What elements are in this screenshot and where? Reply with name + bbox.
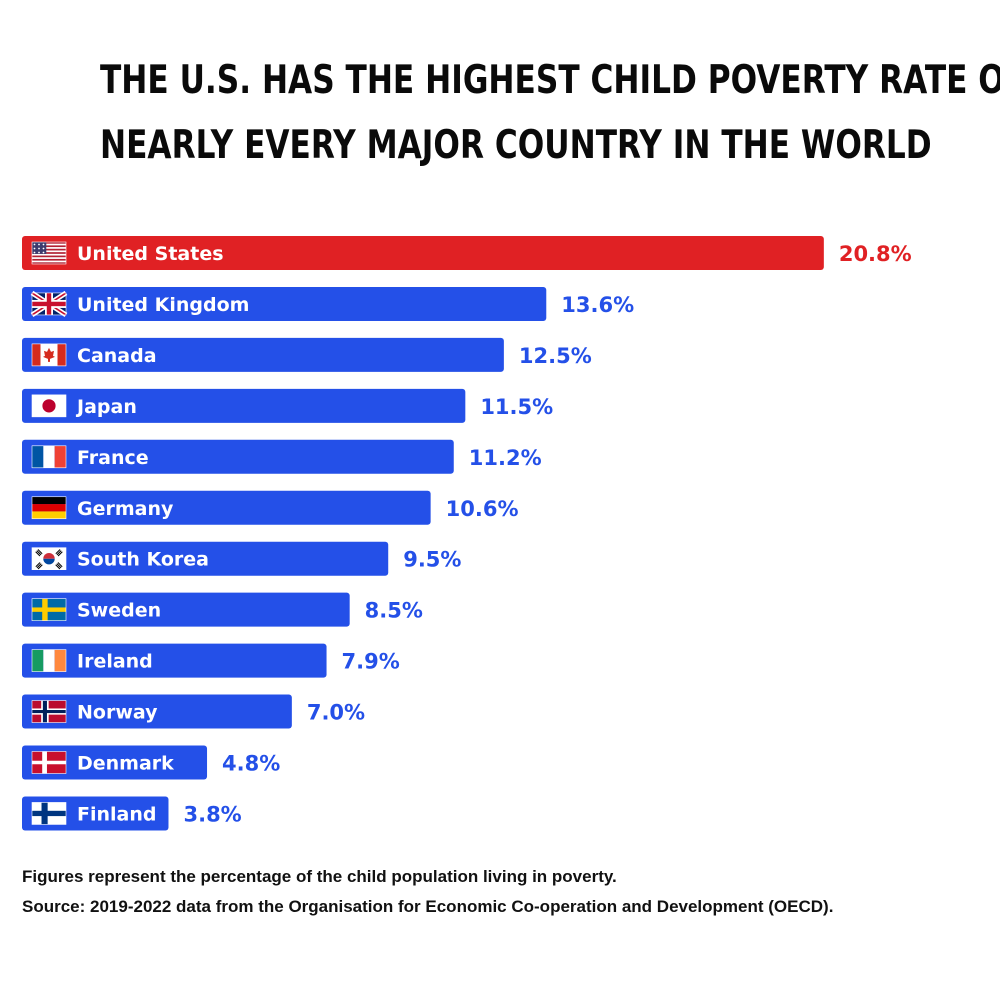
bar-label-denmark: Denmark — [77, 753, 174, 775]
title-line-2: NEARLY EVERY MAJOR COUNTRY IN THE WORLD — [100, 123, 932, 168]
value-label-norway: 7.0% — [307, 701, 365, 725]
bar-label-ireland: Ireland — [77, 651, 153, 673]
bar-label-japan: Japan — [75, 396, 137, 418]
bar-canada — [22, 337, 504, 372]
bar-united-kingdom — [22, 286, 547, 321]
value-label-denmark: 4.8% — [222, 752, 280, 776]
bar-label-germany: Germany — [77, 498, 174, 520]
bar-south-korea — [22, 541, 389, 576]
source-note: Source: 2019-2022 data from the Organisa… — [22, 897, 834, 916]
us-flag-icon — [31, 241, 67, 265]
germany-flag-icon — [31, 496, 67, 520]
bar-label-south-korea: South Korea — [77, 549, 209, 571]
value-label-ireland: 7.9% — [342, 650, 400, 674]
denmark-flag-icon — [31, 751, 67, 774]
bar-france — [22, 439, 454, 474]
bar-denmark — [22, 745, 208, 780]
bar-label-france: France — [77, 447, 149, 469]
value-label-united-states: 20.8% — [839, 242, 912, 266]
south-korea-flag-icon — [31, 547, 67, 571]
uk-flag-icon — [30, 290, 68, 318]
bar-label-norway: Norway — [77, 702, 158, 724]
value-label-united-kingdom: 13.6% — [561, 293, 634, 317]
bar-label-united-kingdom: United Kingdom — [77, 294, 249, 316]
chart-title: THE U.S. HAS THE HIGHEST CHILD POVERTY R… — [100, 48, 1000, 178]
value-label-south-korea: 9.5% — [403, 548, 461, 572]
bar-label-canada: Canada — [77, 345, 157, 367]
bar-united-states — [22, 236, 824, 270]
bar-germany — [22, 490, 431, 525]
canada-flag-icon — [31, 343, 67, 367]
bar-label-united-states: United States — [77, 243, 224, 265]
bar-sweden — [22, 592, 350, 627]
title-line-1: THE U.S. HAS THE HIGHEST CHILD POVERTY R… — [100, 58, 1000, 103]
bar-label-sweden: Sweden — [77, 600, 161, 622]
value-label-germany: 10.6% — [446, 497, 519, 521]
finland-flag-icon — [31, 802, 67, 825]
bar-ireland — [22, 643, 327, 678]
france-flag-icon — [31, 445, 67, 469]
footer: Figures represent the percentage of the … — [22, 862, 833, 922]
sweden-flag-icon — [31, 598, 67, 621]
value-label-sweden: 8.5% — [365, 599, 423, 623]
bar-label-finland: Finland — [77, 803, 156, 825]
value-label-france: 11.2% — [469, 446, 542, 470]
footnote: Figures represent the percentage of the … — [22, 867, 617, 886]
value-label-finland: 3.8% — [183, 802, 241, 826]
bar-norway — [22, 694, 292, 729]
value-label-japan: 11.5% — [480, 395, 553, 419]
bar-japan — [22, 388, 466, 423]
japan-flag-icon — [31, 394, 67, 418]
norway-flag-icon — [31, 700, 67, 723]
value-label-canada: 12.5% — [519, 344, 592, 368]
ireland-flag-icon — [31, 649, 67, 672]
